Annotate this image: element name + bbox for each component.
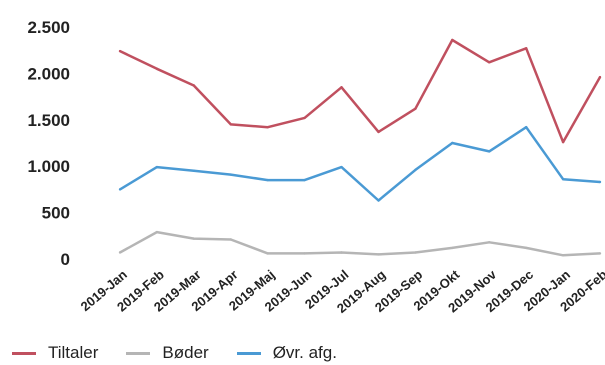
data-point xyxy=(192,84,195,87)
data-point xyxy=(229,173,232,176)
y-axis: 0 500 1.000 1.500 2.000 2.500 xyxy=(27,18,70,269)
series-line-0 xyxy=(119,38,602,144)
data-point xyxy=(525,126,528,129)
data-point xyxy=(377,199,380,202)
legend-swatch xyxy=(236,351,261,355)
data-point xyxy=(414,107,417,110)
data-point xyxy=(488,241,491,244)
data-point xyxy=(229,123,232,126)
data-point xyxy=(377,130,380,134)
legend-item: Bøder xyxy=(126,343,209,363)
data-point xyxy=(303,178,306,182)
line-chart: 0 500 1.000 1.500 2.000 2.500 2019-Jan2019-Fe… xyxy=(27,18,605,316)
data-point xyxy=(192,169,195,172)
data-point xyxy=(155,67,159,71)
legend-label: Tiltaler xyxy=(48,343,99,362)
y-tick-label: 1.500 xyxy=(27,111,70,130)
data-point xyxy=(192,237,195,240)
data-point xyxy=(598,75,602,79)
data-point xyxy=(561,140,565,144)
data-point xyxy=(451,38,454,42)
y-tick-label: 2.500 xyxy=(27,18,70,37)
data-point xyxy=(414,168,417,172)
legend: Tiltaler Bøder Øvr. afg. xyxy=(12,343,365,363)
x-axis: 2019-Jan2019-Feb2019-Mar2019-Apr2019-Maj… xyxy=(78,266,605,316)
data-point xyxy=(488,61,491,64)
series-line-1 xyxy=(119,230,601,257)
legend-item: Øvr. afg. xyxy=(236,343,337,363)
data-point xyxy=(118,49,122,53)
data-point xyxy=(525,246,528,250)
data-point xyxy=(451,246,454,250)
data-point xyxy=(118,188,122,191)
data-point xyxy=(340,165,343,169)
y-tick-label: 2.000 xyxy=(27,64,70,83)
data-point xyxy=(451,141,454,145)
legend-swatch xyxy=(12,351,36,355)
data-point xyxy=(155,230,159,234)
data-point xyxy=(303,252,306,255)
data-point xyxy=(266,178,269,182)
legend-label: Bøder xyxy=(162,343,209,362)
data-point xyxy=(488,150,491,153)
data-point xyxy=(414,251,417,254)
y-tick-label: 500 xyxy=(42,204,70,223)
data-point xyxy=(598,252,602,255)
series-line-2 xyxy=(119,125,601,202)
y-tick-label: 1.000 xyxy=(27,157,70,176)
data-point xyxy=(155,165,159,169)
data-point xyxy=(525,47,528,50)
y-tick-label: 0 xyxy=(61,250,70,269)
series-layer xyxy=(118,38,602,257)
legend-swatch xyxy=(126,351,151,355)
data-point xyxy=(340,251,343,254)
data-point xyxy=(229,238,232,241)
data-point xyxy=(561,254,565,257)
data-point xyxy=(303,116,306,120)
data-point xyxy=(561,178,565,181)
legend-label: Øvr. afg. xyxy=(272,343,337,362)
data-point xyxy=(340,86,343,89)
data-point xyxy=(377,253,380,256)
data-point xyxy=(266,252,269,255)
legend-item: Tiltaler xyxy=(12,343,98,363)
data-point xyxy=(266,126,269,129)
data-point xyxy=(598,180,602,184)
data-point xyxy=(118,251,122,254)
